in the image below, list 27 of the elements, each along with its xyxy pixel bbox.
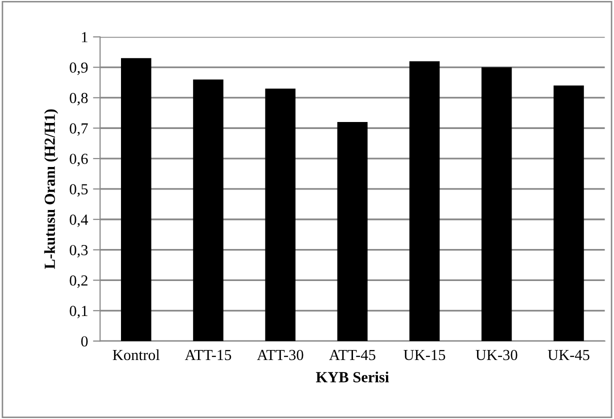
bar — [193, 79, 224, 342]
x-tick-label: UK-45 — [548, 350, 590, 360]
y-tick-label: 0,5 — [70, 184, 88, 197]
y-tick-label: 1 — [82, 32, 88, 42]
bar — [120, 58, 152, 342]
y-tick-label: 0,3 — [70, 244, 88, 258]
bar — [265, 88, 296, 342]
y-tick-label: 0 — [81, 336, 88, 347]
y-tick-label: 0,8 — [70, 92, 88, 106]
x-tick-label: ATT-30 — [257, 350, 304, 360]
x-tick-label: UK-30 — [476, 350, 518, 360]
y-tick-label: 0,7 — [70, 123, 88, 136]
x-axis-title: KYB Serisi — [316, 372, 389, 382]
x-tick-label: ATT-15 — [184, 350, 232, 360]
y-tick-label: 0,4 — [70, 214, 88, 228]
bar — [409, 61, 440, 342]
x-tick-label: ATT-45 — [329, 350, 376, 360]
bar — [554, 86, 584, 342]
bar — [337, 122, 368, 342]
bar — [481, 67, 512, 342]
y-tick-label: 0,9 — [70, 62, 88, 75]
y-axis-title: L-kutusu Oranı (H2/H1) — [44, 109, 58, 269]
y-tick-label: 0,2 — [70, 275, 88, 288]
x-tick-label: UK-15 — [404, 350, 446, 360]
y-tick-label: 0,1 — [70, 306, 88, 318]
x-tick-label: Kontrol — [112, 349, 160, 360]
y-tick-label: 0,6 — [70, 154, 88, 166]
